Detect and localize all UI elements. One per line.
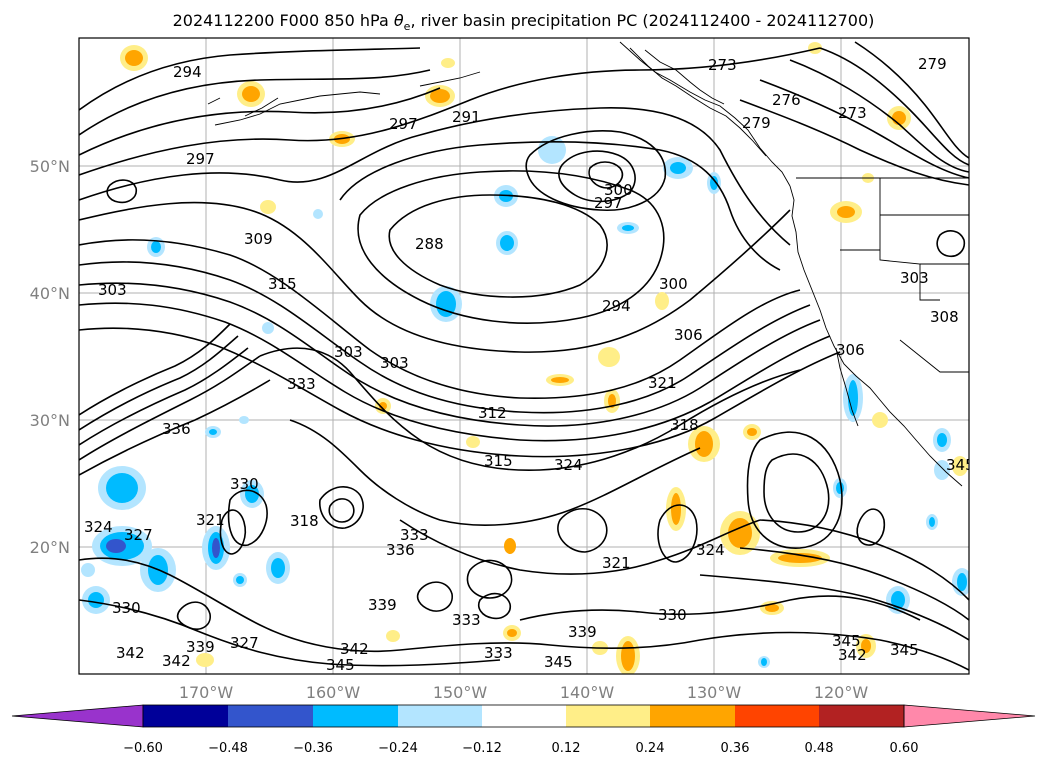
colorbar-tick-label: 0.12 [552, 741, 581, 756]
contour-label: 330 [112, 599, 141, 617]
lat-tick-label: 20°N [30, 538, 70, 557]
contour-label: 276 [772, 91, 801, 109]
lon-tick-label: 170°W [179, 683, 234, 702]
longitude-axis: 170°W 160°W 150°W 140°W 130°W 120°W [179, 683, 869, 702]
colorbar-tick-label: 0.24 [636, 741, 665, 756]
contour-label: 318 [670, 416, 699, 434]
colorbar-tick-label: −0.48 [208, 741, 248, 756]
contour-label: 297 [389, 115, 418, 133]
lon-tick-label: 150°W [433, 683, 488, 702]
contour-label: 312 [478, 404, 507, 422]
contour-label: 300 [604, 181, 633, 199]
contour-label: 279 [742, 114, 771, 132]
contour-label: 294 [602, 297, 631, 315]
lon-tick-label: 120°W [814, 683, 869, 702]
contour-label: 318 [290, 512, 319, 530]
colorbar-tick-label: −0.36 [293, 741, 333, 756]
contour-label: 273 [838, 104, 867, 122]
colorbar-bin [735, 705, 819, 727]
colorbar-extend-max [903, 704, 1036, 728]
map-title: 2024112200 F000 850 hPa θe, river basin … [172, 11, 875, 34]
latitude-axis: 50°N 40°N 30°N 20°N [30, 157, 70, 557]
plot-frame [78, 37, 970, 675]
contour-label: 336 [162, 420, 191, 438]
colorbar-tick-label: 0.48 [805, 741, 834, 756]
colorbar-bin [482, 705, 566, 727]
contour-label: 315 [484, 452, 513, 470]
contour-label: 345 [544, 653, 573, 671]
colorbar-bin [650, 705, 735, 727]
colorbar-tick-label: −0.60 [123, 741, 163, 756]
colorbar-tick-label: −0.24 [378, 741, 418, 756]
contour-label: 306 [674, 326, 703, 344]
lon-tick-label: 160°W [306, 683, 361, 702]
colorbar-bin [313, 705, 398, 727]
contour-label: 303 [98, 281, 127, 299]
colorbar-tick-label: −0.12 [462, 741, 502, 756]
contour-label: 345 [326, 656, 355, 674]
contour-label: 342 [162, 652, 191, 670]
colorbar-tick-label: 0.36 [721, 741, 750, 756]
contour-label: 333 [452, 611, 481, 629]
colorbar-bin [566, 705, 650, 727]
precip-shading [81, 42, 969, 674]
contour-label: 288 [415, 235, 444, 253]
contour-label: 324 [554, 456, 583, 474]
contour-label: 303 [900, 269, 929, 287]
contour-label: 321 [196, 511, 225, 529]
colorbar-extend-min [11, 704, 144, 728]
contour-label: 345 [946, 456, 975, 474]
contour-label: 333 [400, 526, 429, 544]
lon-tick-label: 130°W [687, 683, 742, 702]
contour-label: 336 [386, 541, 415, 559]
contour-label: 306 [836, 341, 865, 359]
contour-label: 294 [173, 63, 202, 81]
contour-label: 330 [658, 606, 687, 624]
colorbar-ticks: −0.60 −0.48 −0.36 −0.24 −0.12 0.12 0.24 … [123, 741, 918, 756]
contour-label: 333 [484, 644, 513, 662]
contour-label: 324 [696, 541, 725, 559]
contour-label: 297 [594, 194, 623, 212]
colorbar-bin [398, 705, 482, 727]
contour-label: 324 [84, 518, 113, 536]
contour-label: 327 [230, 634, 259, 652]
coastlines [207, 41, 969, 487]
contour-label: 279 [918, 55, 947, 73]
colorbar-bin [228, 705, 313, 727]
contour-label: 321 [648, 374, 677, 392]
contour-label: 342 [116, 644, 145, 662]
contour-label: 339 [568, 623, 597, 641]
colorbar-tick-label: 0.60 [890, 741, 919, 756]
contour-label: 297 [186, 150, 215, 168]
lat-tick-label: 30°N [30, 411, 70, 430]
contour-label: 303 [334, 343, 363, 361]
contour-label: 309 [244, 230, 273, 248]
contour-label: 291 [452, 108, 481, 126]
contour-label: 339 [186, 638, 215, 656]
plot-area [79, 38, 969, 674]
contour-label: 342 [838, 646, 867, 664]
theta-e-contours [79, 41, 969, 671]
colorbar: −0.60 −0.48 −0.36 −0.24 −0.12 0.12 0.24 … [11, 704, 1036, 756]
lat-tick-label: 50°N [30, 157, 70, 176]
colorbar-bin [143, 705, 228, 727]
lat-tick-label: 40°N [30, 284, 70, 303]
lon-tick-label: 140°W [560, 683, 615, 702]
contour-label: 330 [230, 475, 259, 493]
contour-label: 345 [832, 632, 861, 650]
contour-label: 327 [124, 526, 153, 544]
colorbar-bin [819, 705, 904, 727]
contour-label: 308 [930, 308, 959, 326]
contour-label: 273 [708, 56, 737, 74]
contour-label: 345 [890, 641, 919, 659]
contour-label: 333 [287, 375, 316, 393]
contour-label: 339 [368, 596, 397, 614]
contour-labels: 294 297 291 273 276 279 273 279 297 300 … [84, 55, 975, 674]
contour-label: 315 [268, 275, 297, 293]
contour-label: 300 [659, 275, 688, 293]
contour-label: 342 [340, 640, 369, 658]
contour-label: 303 [380, 354, 409, 372]
contour-label: 321 [602, 554, 631, 572]
